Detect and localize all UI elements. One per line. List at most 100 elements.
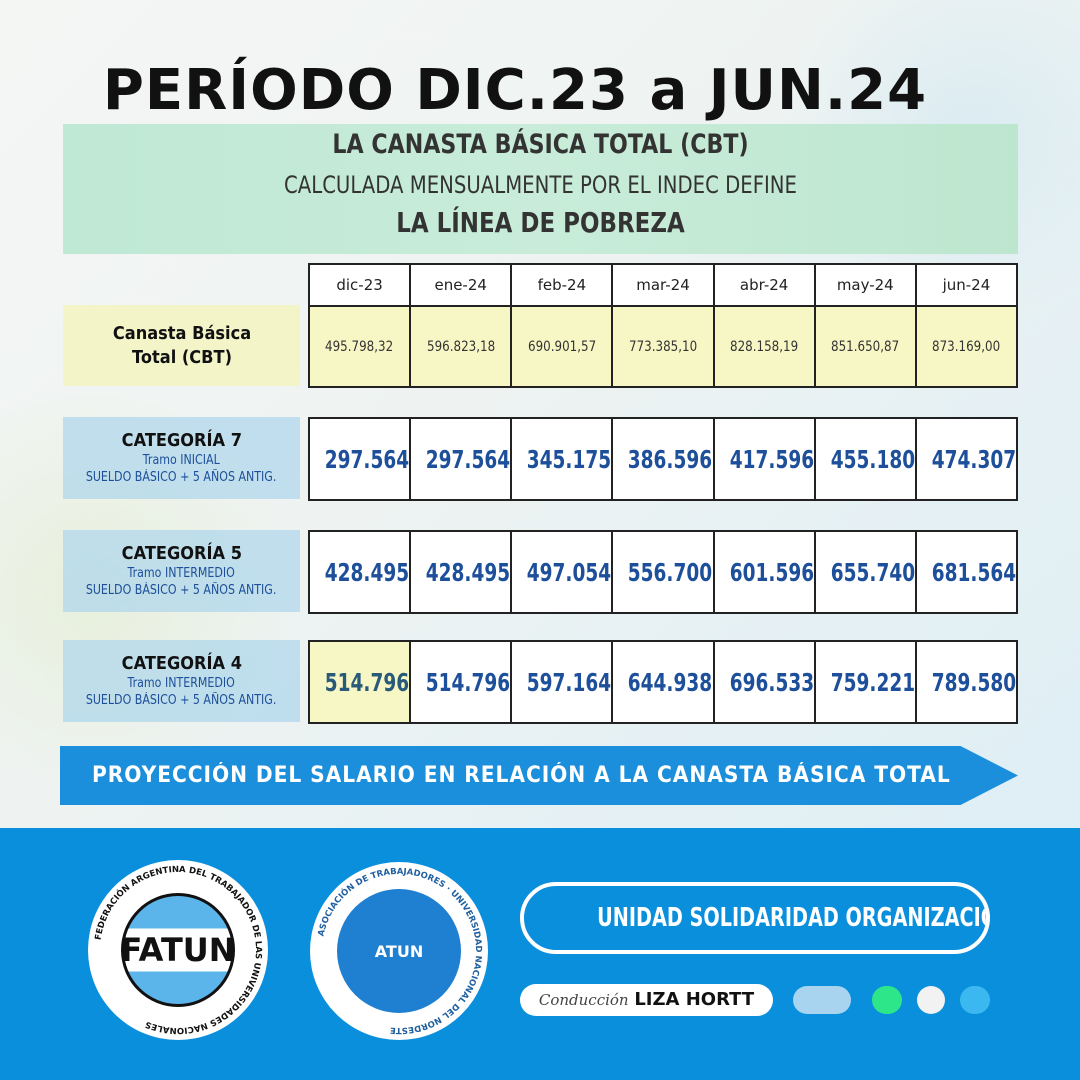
cbt-cell: 828.158,19 bbox=[712, 305, 816, 388]
cbt-cell: 773.385,10 bbox=[611, 305, 715, 388]
salary-value: 597.164 bbox=[527, 667, 612, 697]
decor-dot bbox=[960, 986, 990, 1014]
salary-value: 497.054 bbox=[527, 557, 612, 587]
slogan-text: UNIDAD SOLIDARIDAD ORGANIZACIÓN bbox=[597, 903, 990, 933]
salary-cell: 297.564 bbox=[307, 417, 412, 501]
banner-line-3: LA LÍNEA DE POBREZA bbox=[396, 206, 685, 239]
category-detail: SUELDO BÁSICO + 5 AÑOS ANTIG. bbox=[86, 693, 277, 708]
salary-value: 514.796 bbox=[324, 667, 410, 697]
salary-value: 789.580 bbox=[931, 667, 1016, 697]
month-header: ene-24 bbox=[409, 263, 513, 307]
salary-cell: 428.495 bbox=[307, 530, 412, 614]
cbt-cell: 851.650,87 bbox=[813, 305, 917, 388]
salary-cell: 345.175 bbox=[510, 417, 614, 501]
atun-logo-text: ATUN bbox=[337, 889, 461, 1013]
salary-value: 759.221 bbox=[830, 667, 915, 697]
cbt-value: 851.650,87 bbox=[831, 338, 900, 355]
salary-cell: 696.533 bbox=[712, 640, 816, 724]
atun-logo: ASOCIACIÓN DE TRABAJADORES · UNIVERSIDAD… bbox=[310, 862, 488, 1040]
month-header-row: dic-23 ene-24 feb-24 mar-24 abr-24 may-2… bbox=[307, 263, 1019, 307]
salary-value: 386.596 bbox=[628, 444, 713, 474]
fatun-logo: FEDERACIÓN ARGENTINA DEL TRABAJADOR DE L… bbox=[88, 860, 268, 1040]
cbt-value: 773.385,10 bbox=[628, 338, 698, 355]
category-row: 514.796 514.796 597.164 644.938 696.533 759.2… bbox=[307, 640, 1019, 724]
salary-cell: 789.580 bbox=[914, 640, 1019, 724]
salary-cell: 497.054 bbox=[510, 530, 614, 614]
projection-arrow-banner: PROYECCIÓN DEL SALARIO EN RELACIÓN A LA … bbox=[60, 746, 1018, 805]
salary-value: 345.175 bbox=[527, 444, 612, 474]
salary-cell: 556.700 bbox=[611, 530, 715, 614]
salary-cell: 644.938 bbox=[611, 640, 715, 724]
category-tramo: Tramo INTERMEDIO bbox=[127, 676, 236, 691]
salary-value: 644.938 bbox=[628, 667, 713, 697]
cbt-cell: 495.798,32 bbox=[307, 305, 412, 388]
cbt-value: 828.158,19 bbox=[730, 338, 799, 355]
salary-cell: 597.164 bbox=[510, 640, 614, 724]
salary-value: 417.596 bbox=[729, 444, 814, 474]
salary-cell: 417.596 bbox=[712, 417, 816, 501]
projection-text: PROYECCIÓN DEL SALARIO EN RELACIÓN A LA … bbox=[92, 763, 951, 788]
decor-dot bbox=[872, 986, 902, 1014]
slogan-pill: UNIDAD SOLIDARIDAD ORGANIZACIÓN bbox=[520, 882, 990, 954]
salary-cell: 474.307 bbox=[914, 417, 1019, 501]
category-detail: SUELDO BÁSICO + 5 AÑOS ANTIG. bbox=[86, 470, 277, 485]
salary-cell: 655.740 bbox=[813, 530, 917, 614]
fatun-logo-text: FATUN bbox=[120, 893, 236, 1007]
salary-value: 297.564 bbox=[425, 444, 511, 474]
category-detail: SUELDO BÁSICO + 5 AÑOS ANTIG. bbox=[86, 583, 277, 598]
banner-line-2: CALCULADA MENSUALMENTE POR EL INDEC DEFI… bbox=[284, 171, 797, 199]
cbt-banner: LA CANASTA BÁSICA TOTAL (CBT) CALCULADA … bbox=[63, 124, 1018, 254]
category-label: CATEGORÍA 5 Tramo INTERMEDIO SUELDO BÁSICO… bbox=[63, 530, 300, 612]
cbt-label-box: Canasta Básica Total (CBT) bbox=[63, 305, 300, 386]
cbt-value: 690.901,57 bbox=[527, 338, 596, 355]
cbt-value: 596.823,18 bbox=[426, 338, 495, 355]
category-tramo: Tramo INICIAL bbox=[143, 453, 220, 468]
cbt-cell: 596.823,18 bbox=[409, 305, 513, 388]
conduccion-label: Conducción bbox=[538, 991, 629, 1009]
conduccion-name: LIZA HORTT bbox=[634, 989, 755, 1010]
category-row: 297.564 297.564 345.175 386.596 417.596 455.1… bbox=[307, 417, 1019, 501]
salary-value: 428.495 bbox=[324, 557, 410, 587]
salary-value: 696.533 bbox=[729, 667, 814, 697]
cbt-cell: 690.901,57 bbox=[510, 305, 614, 388]
salary-value: 556.700 bbox=[628, 557, 713, 587]
month-header: abr-24 bbox=[712, 263, 816, 307]
salary-value: 655.740 bbox=[830, 557, 915, 587]
category-label: CATEGORÍA 7 Tramo INICIAL SUELDO BÁSICO + … bbox=[63, 417, 300, 499]
cbt-label: Canasta Básica Total (CBT) bbox=[112, 322, 251, 368]
salary-cell: 297.564 bbox=[409, 417, 513, 501]
salary-value: 428.495 bbox=[425, 557, 511, 587]
salary-value: 474.307 bbox=[931, 444, 1016, 474]
category-row: 428.495 428.495 497.054 556.700 601.596 655.7… bbox=[307, 530, 1019, 614]
category-tramo: Tramo INTERMEDIO bbox=[127, 566, 236, 581]
salary-cell: 514.796 bbox=[409, 640, 513, 724]
salary-cell: 428.495 bbox=[409, 530, 513, 614]
salary-cell: 455.180 bbox=[813, 417, 917, 501]
salary-value: 297.564 bbox=[324, 444, 410, 474]
salary-value: 514.796 bbox=[425, 667, 511, 697]
month-header: jun-24 bbox=[914, 263, 1019, 307]
cbt-row: 495.798,32 596.823,18 690.901,57 773.385… bbox=[307, 305, 1019, 388]
decor-dot bbox=[793, 986, 851, 1014]
month-header: feb-24 bbox=[510, 263, 614, 307]
cbt-cell: 873.169,00 bbox=[914, 305, 1019, 388]
salary-value: 601.596 bbox=[729, 557, 814, 587]
salary-value: 455.180 bbox=[830, 444, 915, 474]
month-header: mar-24 bbox=[611, 263, 715, 307]
banner-line-1: LA CANASTA BÁSICA TOTAL (CBT) bbox=[332, 129, 749, 160]
cbt-value: 495.798,32 bbox=[325, 338, 394, 355]
salary-value: 681.564 bbox=[931, 557, 1016, 587]
category-name: CATEGORÍA 7 bbox=[121, 430, 242, 451]
month-header: may-24 bbox=[813, 263, 917, 307]
category-name: CATEGORÍA 4 bbox=[121, 653, 242, 674]
month-header: dic-23 bbox=[307, 263, 412, 307]
salary-cell: 759.221 bbox=[813, 640, 917, 724]
category-name: CATEGORÍA 5 bbox=[121, 543, 242, 564]
conduccion-pill: Conducción LIZA HORTT bbox=[520, 984, 773, 1016]
salary-cell: 514.796 bbox=[307, 640, 412, 724]
decor-dot bbox=[917, 986, 945, 1014]
page-title: PERÍODO DIC.23 a JUN.24 bbox=[102, 58, 928, 123]
cbt-value: 873.169,00 bbox=[932, 338, 1001, 355]
category-label: CATEGORÍA 4 Tramo INTERMEDIO SUELDO BÁSICO… bbox=[63, 640, 300, 722]
salary-cell: 681.564 bbox=[914, 530, 1019, 614]
